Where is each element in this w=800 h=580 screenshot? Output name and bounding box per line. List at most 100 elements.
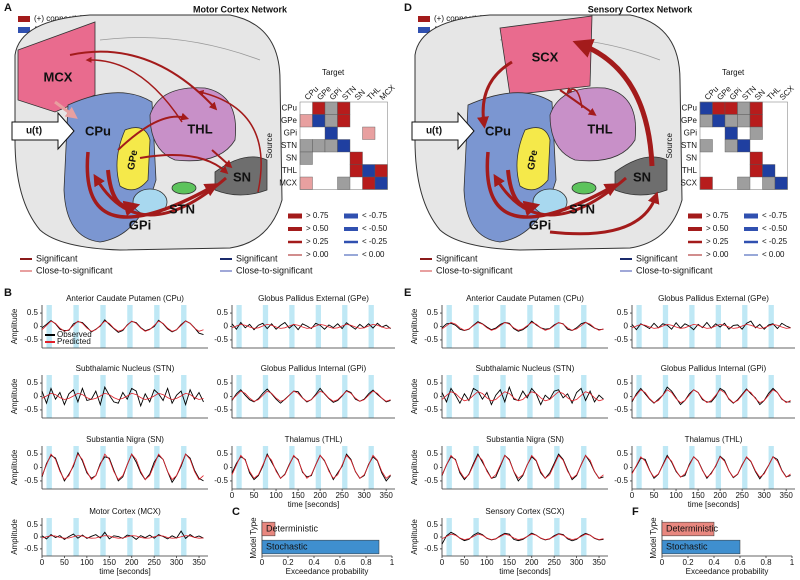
stimulus-band xyxy=(289,375,295,418)
y-tick-label: 0 xyxy=(224,463,229,472)
strength-label: > 0.00 xyxy=(306,250,329,259)
bar xyxy=(661,521,715,537)
matrix-target-label: Target xyxy=(722,68,745,77)
y-tick-label: -0.5 xyxy=(214,335,228,344)
x-tick-label: 350 xyxy=(780,491,794,500)
matrix-source-label: Source xyxy=(265,133,274,159)
y-tick-label: 0 xyxy=(434,322,439,331)
y-tick-label: 0.5 xyxy=(217,378,229,387)
stimulus-band xyxy=(768,446,774,489)
bar xyxy=(661,539,741,555)
network-title: Motor Cortex Network xyxy=(193,4,288,14)
strength-label: > 0.00 xyxy=(706,250,729,259)
x-tick-label: 100 xyxy=(669,491,683,500)
chart-title: Motor Cortex (MCX) xyxy=(89,507,161,516)
matrix-cell xyxy=(699,176,713,190)
strength-label: < 0.00 xyxy=(362,250,385,259)
strength-label: < -0.75 xyxy=(762,211,788,220)
stimulus-band xyxy=(742,305,748,348)
matrix-cell xyxy=(749,114,763,128)
x-tick-label: 0.8 xyxy=(360,558,372,567)
node-label: GPi xyxy=(529,217,551,232)
strength-label: > 0.25 xyxy=(706,237,729,246)
x-tick-label: 200 xyxy=(313,491,327,500)
x-tick-label: 1 xyxy=(390,558,395,567)
stimulus-band xyxy=(127,518,133,556)
connection-arrow xyxy=(54,100,78,119)
strength-label: < -0.25 xyxy=(362,237,388,246)
x-tick-label: 300 xyxy=(357,491,371,500)
matrix-cell xyxy=(324,126,338,140)
stimulus-band xyxy=(636,375,642,418)
y-axis-label: Amplitude xyxy=(410,519,419,555)
connection-arrow xyxy=(549,191,660,236)
stimulus-band xyxy=(473,518,479,556)
y-tick-label: 0 xyxy=(624,322,629,331)
legend-swatch xyxy=(18,27,30,33)
matrix-cell xyxy=(374,164,388,178)
y-tick-label: 0.5 xyxy=(617,449,629,458)
stimulus-band xyxy=(446,375,452,418)
stimulus-band xyxy=(154,375,160,418)
x-tick-label: 200 xyxy=(525,558,539,567)
thl-region xyxy=(549,87,637,162)
legend-label: Predicted xyxy=(57,337,91,346)
x-tick-label: 300 xyxy=(170,558,184,567)
x-tick-label: 0.2 xyxy=(282,558,294,567)
bar-category-label: Deterministic xyxy=(266,523,319,533)
series-line xyxy=(41,453,204,481)
stimulus-band xyxy=(500,446,506,489)
series-line xyxy=(231,454,391,479)
connection-arrow xyxy=(485,151,619,219)
stimulus-band xyxy=(46,518,52,556)
stimulus-band xyxy=(768,305,774,348)
stimulus-band xyxy=(181,446,187,489)
matrix-cell xyxy=(749,164,763,178)
y-tick-label: -0.5 xyxy=(214,476,228,485)
bar xyxy=(261,521,276,537)
stimulus-band xyxy=(554,518,560,556)
stimulus-band xyxy=(236,375,242,418)
stimulus-band xyxy=(289,446,295,489)
sn-region xyxy=(614,156,668,196)
x-tick-label: 250 xyxy=(547,558,561,567)
x-tick-label: 0 xyxy=(260,558,265,567)
connection-arrow xyxy=(211,149,233,169)
matrix-row-label: MCX xyxy=(279,178,297,187)
matrix-cell xyxy=(724,101,738,115)
stimulus-band xyxy=(315,305,321,348)
input-arrow xyxy=(11,111,75,151)
x-tick-label: 150 xyxy=(691,491,705,500)
x-axis-label: time [seconds] xyxy=(688,500,740,509)
x-tick-label: 150 xyxy=(291,491,305,500)
stimulus-band xyxy=(581,446,587,489)
matrix-target-label: Target xyxy=(322,68,345,77)
matrix-row-label: STN xyxy=(681,141,697,150)
y-tick-label: 0.5 xyxy=(427,378,439,387)
matrix-row-label: SN xyxy=(286,153,297,162)
matrix-cell xyxy=(712,101,726,115)
y-tick-label: 0.5 xyxy=(617,378,629,387)
significance-label: Significant xyxy=(636,253,678,263)
y-tick-label: 0 xyxy=(434,392,439,401)
series-line xyxy=(231,321,391,331)
matrix-cell xyxy=(312,101,326,115)
strength-label: < -0.50 xyxy=(762,224,788,233)
y-tick-label: 0.5 xyxy=(217,308,229,317)
y-tick-label: 0.5 xyxy=(617,308,629,317)
matrix-cell xyxy=(337,139,351,153)
stimulus-band xyxy=(527,375,533,418)
y-tick-label: 0 xyxy=(34,322,39,331)
x-tick-label: 0 xyxy=(40,558,45,567)
connection-arrow xyxy=(197,89,262,193)
matrix-cell xyxy=(324,114,338,128)
stimulus-band xyxy=(662,446,669,489)
stimulus-band xyxy=(46,375,52,418)
stimulus-band xyxy=(581,518,587,556)
y-axis-label: Model Type xyxy=(649,517,658,559)
y-axis-label: Amplitude xyxy=(410,449,419,485)
y-tick-label: -0.5 xyxy=(614,335,628,344)
node-label: SN xyxy=(633,169,651,184)
x-tick-label: 150 xyxy=(103,558,117,567)
